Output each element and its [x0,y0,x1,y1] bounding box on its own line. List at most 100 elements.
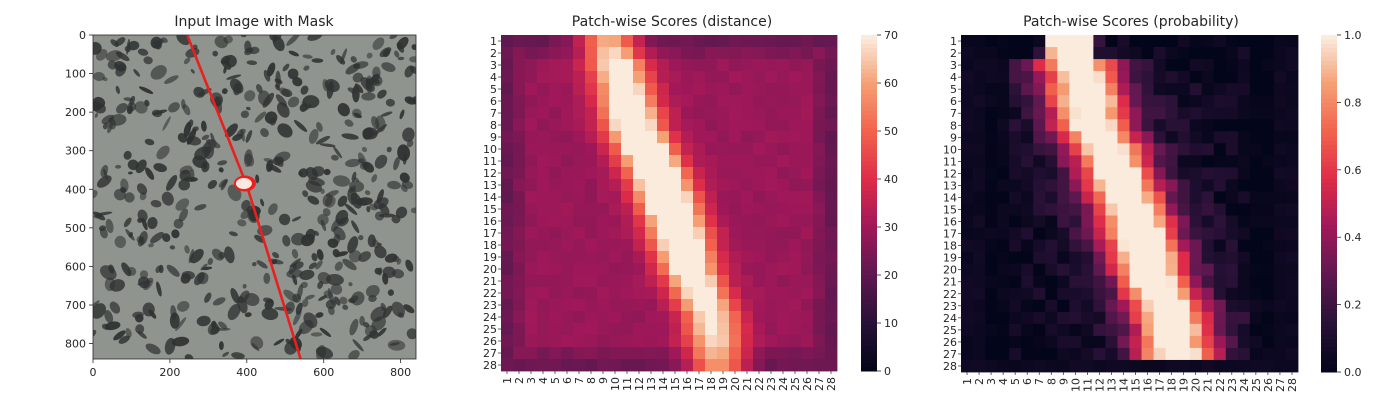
heatmap-cell [1261,251,1275,265]
heatmap-cell [973,119,986,132]
heatmap-cell [1021,119,1034,132]
heatmap-cell [765,215,778,228]
heatmap-cell [729,155,742,168]
heatmap-cell [753,203,766,216]
heatmap-cell [513,83,526,96]
heatmap-cell [1261,191,1275,204]
heatmap-cell [501,227,514,240]
row-label: 4 [950,71,957,84]
heatmap-cell [681,347,694,360]
row-label: 5 [490,83,497,96]
heatmap-cell [633,359,646,372]
heatmap-cell [1105,347,1118,361]
heatmap-cell [1249,119,1263,132]
row-label: 18 [943,240,957,253]
heatmap-cell [1081,275,1094,289]
colorbar-step [1321,195,1337,200]
image-speckle [391,214,401,224]
heatmap-cell [597,227,610,240]
heatmap-cell [1141,107,1154,120]
image-speckle [361,146,368,153]
colorbar-step [1321,258,1337,263]
colorbar-step [1321,287,1337,293]
heatmap-cell [585,95,598,108]
heatmap-cell [1237,251,1251,265]
heatmap-cell [741,71,754,84]
heatmap-cell [681,83,694,96]
heatmap-cell [1009,191,1022,204]
heatmap-cell [1117,155,1130,168]
colorbar-step [861,228,877,233]
colorbar-step [861,148,877,154]
image-speckle [306,167,318,180]
heatmap-cell [645,215,658,228]
colorbar-step [861,177,877,183]
heatmap-cell [609,191,622,204]
image-speckle [358,234,364,241]
heatmap-cell [1141,239,1154,253]
heatmap-cell [645,179,658,192]
image-speckle [403,304,415,314]
col-label: 9 [597,377,610,384]
heatmap-cell [825,347,838,360]
image-speckle [353,112,362,119]
heatmap-cell [537,335,550,348]
heatmap-cell [1153,131,1167,144]
heatmap-cell [753,95,766,108]
heatmap-cell [753,59,766,72]
heatmap-cell [961,263,974,277]
heatmap-cell [537,275,550,288]
mask-blob [235,178,252,189]
heatmap-cell [633,263,646,276]
heatmap-cell [525,263,538,276]
colorbar-step [1321,47,1337,53]
image-speckle [300,85,309,95]
heatmap-cell [813,191,826,204]
heatmap-cell [609,107,622,120]
col-label: 5 [549,377,562,384]
heatmap-cell [801,119,814,132]
heatmap-cell [597,359,610,372]
colorbar-step [861,123,877,128]
heatmap-cell [1141,167,1154,180]
heatmap-cell [1093,35,1106,48]
colorbar-step [861,312,877,317]
row-label: 2 [950,47,957,60]
row-label: 17 [943,228,957,241]
heatmap-cell [801,35,814,48]
heatmap-cell [765,83,778,96]
heatmap-cell [501,71,514,84]
heatmap-cell [609,239,622,252]
colorbar-step [861,165,877,170]
image-speckle [342,258,357,271]
colorbar-step [1321,237,1337,242]
heatmap-cell [801,131,814,144]
image-speckle [326,273,344,286]
colorbar-step [1321,43,1337,49]
heatmap-cell [1033,167,1046,180]
heatmap-cell [1069,323,1082,337]
heatmap-cell [681,359,694,372]
image-speckle [391,301,405,317]
heatmap-cell [973,335,986,349]
heatmap-cell [825,263,838,276]
heatmap-cell [1033,47,1046,60]
heatmap-cell [997,323,1010,337]
heatmap-cell [765,71,778,84]
heatmap-cell [1069,71,1082,84]
heatmap-cell [1105,59,1118,72]
heatmap-cell [973,167,986,180]
heatmap-cell [1045,299,1058,313]
heatmap-cell [1057,107,1070,120]
image-speckle [373,197,389,210]
heatmap-cell [765,191,778,204]
heatmap-cell [657,155,670,168]
image-speckle [156,145,170,160]
heatmap-cell [1069,155,1082,168]
colorbar-step [1321,203,1337,209]
heatmap-cell [1165,143,1179,156]
heatmap-cell [1153,323,1167,337]
image-speckle [166,264,180,277]
row-label: 25 [483,323,497,336]
heatmap-cell [1285,143,1299,156]
